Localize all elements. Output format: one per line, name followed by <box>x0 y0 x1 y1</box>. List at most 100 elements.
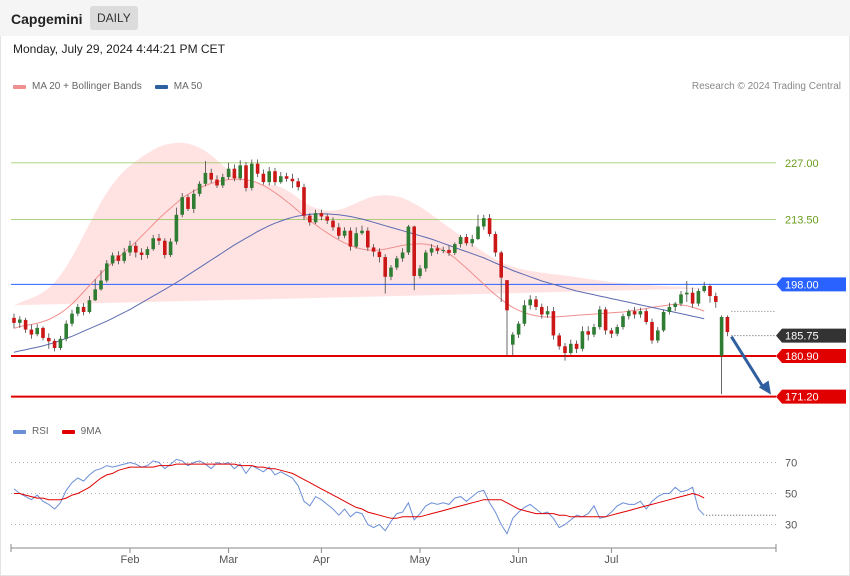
candle <box>447 245 451 256</box>
candle <box>551 306 556 340</box>
legend-9ma-swatch <box>61 429 75 434</box>
bollinger-bands <box>14 142 705 306</box>
support-label: 180.90 <box>776 348 846 363</box>
candle <box>598 306 602 330</box>
candle-body <box>261 173 266 183</box>
candle-body <box>656 330 660 341</box>
candle <box>580 326 585 352</box>
candle <box>58 335 63 351</box>
candle <box>52 338 57 352</box>
candle <box>424 249 428 272</box>
candle <box>395 255 399 271</box>
candle-body <box>371 247 376 252</box>
period-selector[interactable]: DAILY <box>90 6 138 30</box>
candle <box>284 172 289 182</box>
candle-body <box>35 327 39 335</box>
candle <box>638 307 643 318</box>
candle-body <box>255 163 260 174</box>
candle <box>621 313 625 330</box>
candle-body <box>586 331 590 335</box>
candle-body <box>476 226 480 240</box>
candle-body <box>47 337 51 342</box>
candle <box>656 327 660 343</box>
candle-body <box>702 286 706 292</box>
candle-body <box>145 249 150 255</box>
candle-body <box>325 216 329 221</box>
candle <box>540 303 544 319</box>
candle-body <box>273 171 277 183</box>
legend-ma50-swatch <box>154 84 168 89</box>
candle <box>702 281 706 293</box>
candle-body <box>551 311 556 336</box>
candle-body <box>441 249 445 251</box>
candle <box>151 234 155 251</box>
candle-body <box>505 280 509 311</box>
candle-body <box>157 238 161 241</box>
projection-arrow-shaft <box>730 335 766 390</box>
candle <box>81 303 86 316</box>
candle <box>685 280 689 302</box>
current-price-label: 185.75 <box>776 328 846 343</box>
candle <box>18 316 22 328</box>
candle <box>319 209 324 221</box>
candle-body <box>534 299 538 307</box>
candle-body <box>180 197 184 215</box>
candle-body <box>569 343 573 354</box>
candle <box>267 167 271 186</box>
candle-body <box>128 245 132 253</box>
candle <box>371 244 376 257</box>
support-label-box <box>776 348 846 363</box>
candle <box>76 304 80 317</box>
candle-body <box>81 306 86 312</box>
candle <box>93 279 97 302</box>
candle <box>12 313 16 329</box>
candle-body <box>250 163 254 188</box>
candle <box>673 301 677 312</box>
candle-body <box>574 343 579 349</box>
candle-body <box>186 197 190 209</box>
candle-body <box>482 218 486 227</box>
candle <box>273 167 277 186</box>
candle <box>122 247 126 264</box>
candle <box>197 181 202 197</box>
candle-body <box>603 309 608 331</box>
candle <box>522 300 527 327</box>
candle <box>209 168 213 183</box>
legend-ma20: MA 20 + Bollinger Bands <box>13 81 142 92</box>
candle <box>609 327 614 338</box>
candle <box>400 248 405 262</box>
candle <box>354 227 358 249</box>
candle <box>383 254 387 294</box>
candle-body <box>134 245 138 253</box>
legend-ma20-swatch <box>13 84 26 89</box>
level-lines <box>11 162 776 398</box>
candle-body <box>487 218 492 235</box>
candle-body <box>412 226 416 276</box>
candle-body <box>70 313 74 324</box>
candle-body <box>203 172 208 184</box>
candle-body <box>163 240 167 255</box>
candle-body <box>447 249 451 253</box>
candle-body <box>308 215 312 223</box>
candle <box>192 189 196 214</box>
candle-body <box>18 319 22 323</box>
candle-body <box>685 292 689 295</box>
candle-body <box>661 311 666 331</box>
candle-body <box>673 303 677 307</box>
candle-body <box>319 213 324 217</box>
candle-body <box>377 251 382 258</box>
candle <box>238 160 242 181</box>
ma50-line <box>13 213 705 353</box>
candle-body <box>122 252 126 261</box>
candle <box>441 246 445 254</box>
candle <box>534 296 538 311</box>
support-label-box <box>776 389 846 404</box>
candle <box>168 238 173 258</box>
candle-body <box>690 292 695 304</box>
rsi-tick-label: 50 <box>785 489 797 501</box>
candle <box>708 284 712 303</box>
legend-ma50-label: MA 50 <box>173 81 203 92</box>
candle-body <box>366 230 370 248</box>
resistance-label-text: 227.00 <box>785 158 819 170</box>
